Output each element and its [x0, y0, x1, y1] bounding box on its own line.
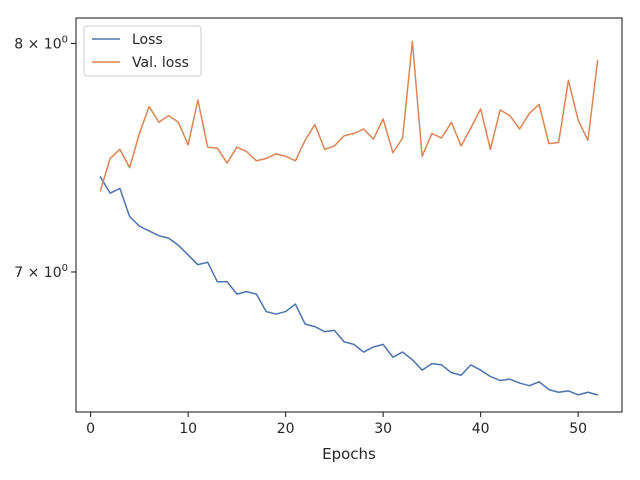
- x-tick-label: 50: [569, 421, 587, 437]
- x-tick-label: 40: [472, 421, 490, 437]
- legend-label-val-loss: Val. loss: [132, 55, 189, 71]
- series-line-val-loss: [99, 40, 599, 192]
- x-axis-label: Epochs: [322, 445, 376, 463]
- y-tick-label: 7 × 100: [14, 263, 68, 281]
- series-line-loss: [99, 176, 599, 396]
- legend: Loss Val. loss: [83, 25, 202, 77]
- y-tick-label: 8 × 100: [14, 34, 68, 52]
- plot-lines: [99, 40, 599, 396]
- y-axis: 7 × 100 8 × 100: [14, 34, 76, 281]
- plot-frame: [75, 17, 623, 413]
- y-tick-exponent: 0: [62, 263, 68, 274]
- x-tick-label: 10: [179, 421, 197, 437]
- legend-label-loss: Loss: [132, 32, 163, 48]
- x-axis: 0 10 20 30 40 50: [86, 412, 587, 437]
- x-tick-label: 0: [86, 421, 95, 437]
- y-tick-exponent: 0: [62, 34, 68, 45]
- x-tick-label: 20: [277, 421, 295, 437]
- x-tick-label: 30: [374, 421, 392, 437]
